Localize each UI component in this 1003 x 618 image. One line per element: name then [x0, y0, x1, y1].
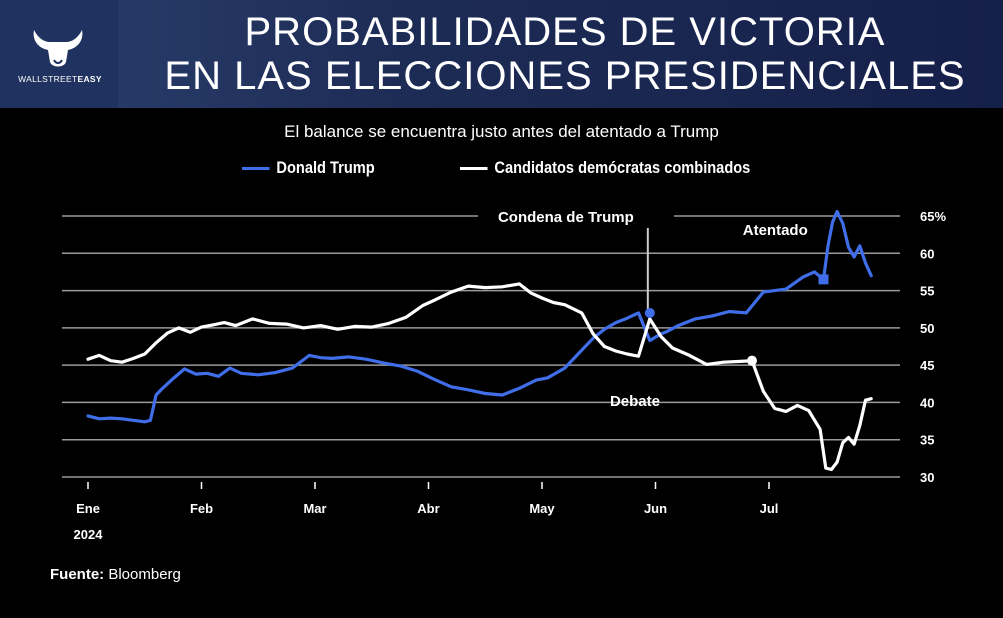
legend-item-democrats: Candidatos demócratas combinados — [460, 158, 750, 178]
y-tick-label: 55 — [920, 284, 934, 299]
logo: WALLSTREETEASY — [0, 0, 118, 108]
marker-atentado — [818, 274, 829, 285]
y-tick-label: 45 — [920, 358, 934, 373]
y-tick-label: 65% — [920, 209, 946, 224]
chart-title: El balance se encuentra justo antes del … — [284, 122, 719, 141]
legend-swatch-trump — [242, 166, 270, 170]
title-line-2: EN LAS ELECCIONES PRESIDENCIALES — [164, 54, 966, 98]
legend-label-democrats: Candidatos demócratas combinados — [494, 158, 751, 177]
marker-debate — [746, 355, 757, 366]
y-tick-label: 60 — [920, 246, 934, 261]
legend-item-trump: Donald Trump — [242, 158, 375, 178]
source-value: Bloomberg — [108, 566, 181, 583]
source-note: Fuente: Bloomberg — [50, 566, 181, 583]
annotation-debate: Debate — [610, 393, 660, 410]
logo-text-bold: EASY — [77, 74, 102, 84]
marker-condena — [644, 307, 655, 318]
x-tick-label: Mar — [303, 501, 326, 516]
legend-swatch-democrats — [460, 166, 488, 170]
series-line-democrats — [86, 282, 873, 472]
legend: Donald Trump Candidatos demócratas combi… — [0, 158, 1003, 182]
x-tick-sublabel: 2024 — [74, 527, 104, 542]
x-tick-label: Feb — [190, 501, 213, 516]
series-line-trump — [86, 209, 873, 424]
y-tick-label: 30 — [920, 470, 934, 485]
x-tick-label: Ene — [76, 501, 100, 516]
x-tick-label: Jun — [644, 501, 667, 516]
legend-label-trump: Donald Trump — [276, 158, 375, 177]
y-tick-label: 40 — [920, 395, 934, 410]
page-title: PROBABILIDADES DE VICTORIA EN LAS ELECCI… — [140, 10, 990, 98]
header-banner: WALLSTREETEASY PROBABILIDADES DE VICTORI… — [0, 0, 1003, 108]
title-line-1: PROBABILIDADES DE VICTORIA — [244, 10, 886, 54]
source-label: Fuente: — [50, 566, 105, 583]
y-tick-label: 50 — [920, 321, 934, 336]
y-tick-label: 35 — [920, 433, 934, 448]
bull-logo-icon — [33, 30, 83, 67]
logo-text-light: WALLSTREET — [18, 74, 78, 84]
x-tick-label: Abr — [417, 501, 439, 516]
annotation-atentado: Atentado — [743, 222, 808, 239]
logo-text: WALLSTREETEASY — [4, 74, 116, 84]
x-tick-label: Jul — [760, 501, 779, 516]
x-tick-label: May — [529, 501, 555, 516]
annotation-condena: Condena de Trump — [498, 209, 634, 226]
